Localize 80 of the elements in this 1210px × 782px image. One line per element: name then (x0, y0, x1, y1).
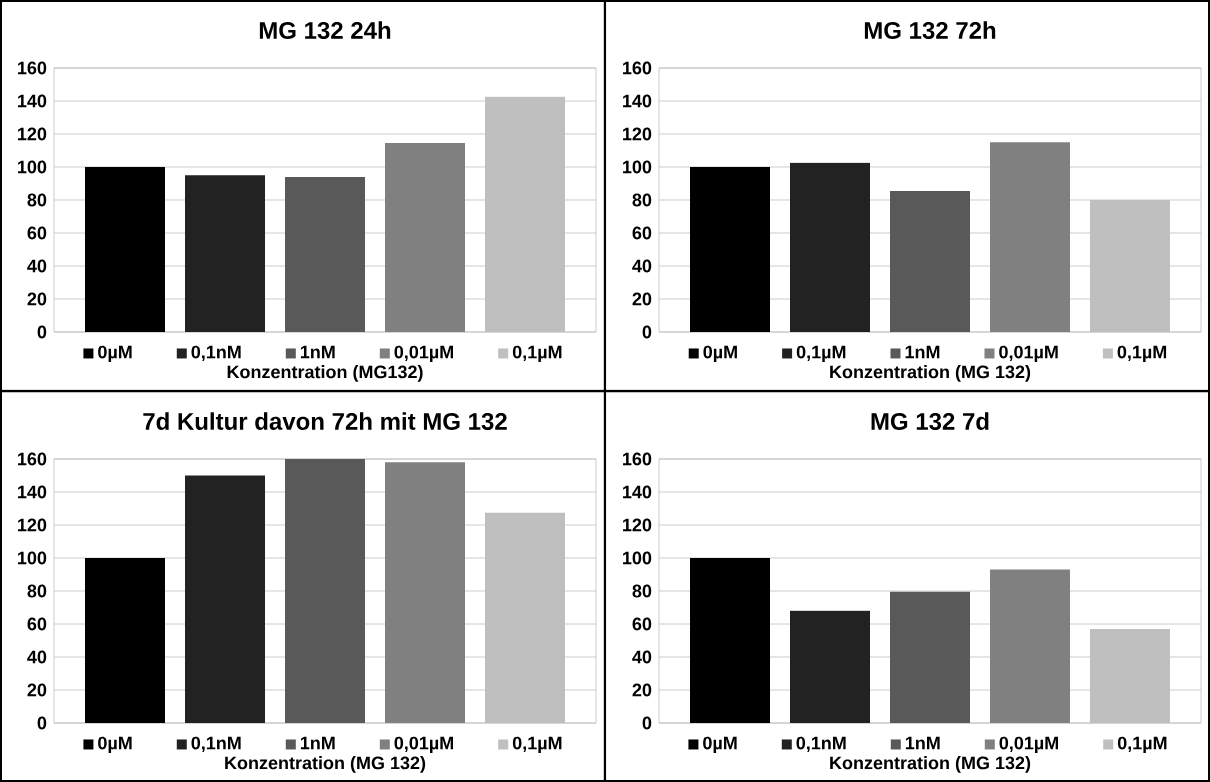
legend-label: 0µM (98, 736, 132, 753)
y-tick-label: 60 (27, 226, 47, 240)
x-axis-title: Konzentration (MG 132) (830, 756, 1031, 773)
legend-label: 0,1nM (796, 736, 846, 753)
legend-label: 0,1nM (191, 345, 241, 362)
y-tick-label: 60 (27, 617, 47, 631)
chart-title: MG 132 7d (871, 412, 989, 430)
y-tick-label: 80 (27, 584, 47, 598)
bar (690, 167, 770, 332)
chart-title: MG 132 24h (259, 21, 391, 39)
x-axis-title: Konzentration (MG132) (227, 365, 423, 382)
bar (790, 162, 871, 332)
y-tick-label: 20 (632, 683, 652, 697)
y-tick-label: 100 (18, 160, 47, 174)
legend-label: 0,1µM (1117, 345, 1167, 362)
y-tick-label: 60 (632, 617, 652, 631)
y-tick-label: 60 (632, 226, 652, 240)
y-tick-label: 100 (623, 160, 652, 174)
bar (890, 591, 971, 723)
y-tick-label: 160 (623, 61, 652, 75)
y-tick-label: 120 (623, 518, 652, 532)
y-tick-label: 0 (642, 716, 652, 730)
x-axis-title: Konzentration (MG 132) (830, 365, 1031, 382)
y-tick-label: 40 (632, 650, 652, 664)
y-tick-label: 0 (37, 325, 47, 339)
bar (85, 167, 165, 332)
bar (990, 142, 1071, 332)
y-tick-label: 20 (27, 292, 47, 306)
y-tick-label: 40 (27, 650, 47, 664)
legend-label: 0,01µM (394, 345, 453, 362)
chart-title: 7d Kultur davon 72h mit MG 132 (143, 412, 507, 430)
y-tick-label: 80 (27, 193, 47, 207)
legend-label: 1nM (905, 736, 940, 750)
chart-title: MG 132 72h (864, 21, 996, 39)
y-tick-label: 100 (623, 551, 652, 565)
bar (385, 143, 465, 332)
legend-label: 0,01µM (999, 736, 1058, 753)
bar (285, 176, 365, 332)
legend-label: 0,1µM (512, 736, 562, 753)
y-tick-label: 140 (18, 485, 47, 499)
y-tick-label: 140 (623, 485, 652, 499)
bar (890, 190, 971, 332)
legend-label: 1nM (905, 345, 940, 359)
legend-label: 1nM (300, 345, 335, 359)
y-tick-label: 80 (632, 584, 652, 598)
bar (990, 569, 1071, 723)
y-tick-label: 100 (18, 551, 47, 565)
bar (185, 475, 265, 723)
bar (185, 175, 265, 332)
y-tick-label: 140 (18, 94, 47, 108)
x-axis-title: Konzentration (MG 132) (225, 756, 426, 773)
y-tick-label: 80 (632, 193, 652, 207)
legend-label: 0,1µM (512, 345, 562, 362)
legend-label: 0,1nM (191, 736, 241, 753)
y-tick-label: 0 (37, 716, 47, 730)
y-tick-label: 0 (642, 325, 652, 339)
bar (285, 459, 365, 723)
legend-label: 0,1µM (1117, 736, 1167, 753)
y-tick-label: 160 (18, 452, 47, 466)
y-tick-label: 160 (18, 61, 47, 75)
legend-label: 0,1µM (796, 345, 846, 362)
bar (85, 558, 165, 723)
bar (385, 462, 465, 723)
bar (690, 558, 770, 723)
y-tick-label: 40 (27, 259, 47, 273)
legend-label: 0,01µM (999, 345, 1058, 362)
legend-label: 0µM (703, 345, 737, 362)
y-tick-label: 120 (18, 127, 47, 141)
y-tick-label: 20 (27, 683, 47, 697)
legend-label: 0,01µM (394, 736, 453, 753)
y-tick-label: 160 (623, 452, 652, 466)
y-tick-label: 120 (18, 518, 47, 532)
legend-label: 0µM (703, 736, 737, 753)
legend-label: 0µM (98, 345, 132, 362)
y-tick-label: 120 (623, 127, 652, 141)
bar (790, 610, 871, 723)
y-tick-label: 20 (632, 292, 652, 306)
y-tick-label: 40 (632, 259, 652, 273)
y-tick-label: 140 (623, 94, 652, 108)
legend-label: 1nM (300, 736, 335, 750)
